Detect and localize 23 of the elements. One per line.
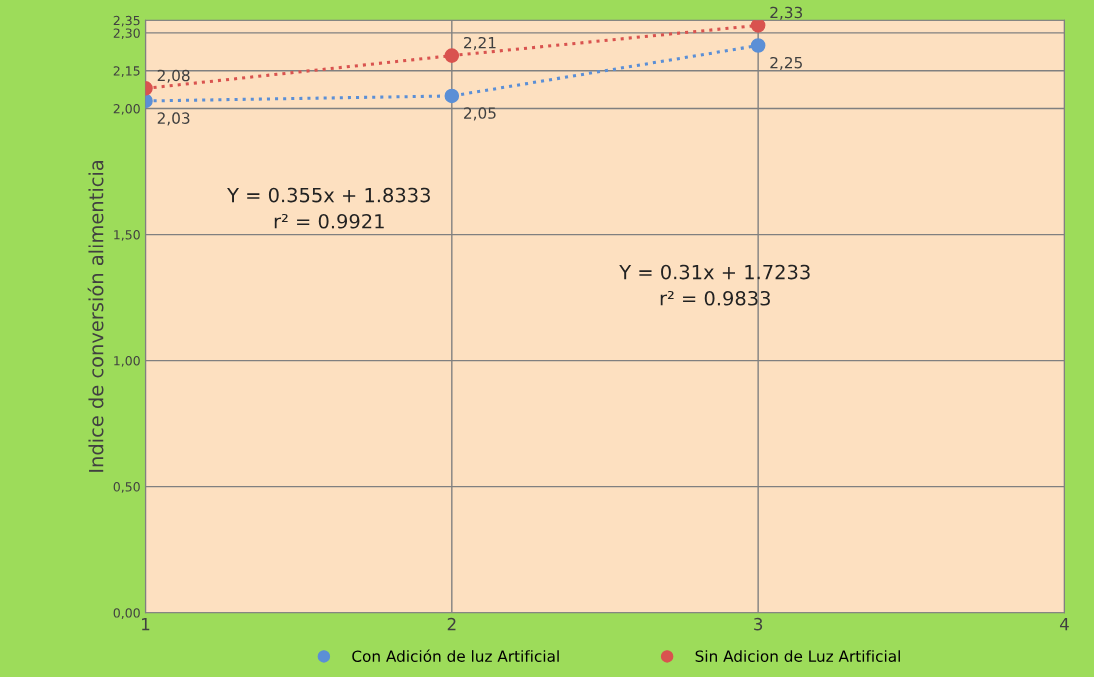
x-tick-label: 3 [754,617,763,631]
legend-label: Sin Adicion de Luz Artificial [695,650,900,662]
y-tick-label: 0,50 [113,482,140,493]
y-tick-label: 2,35 [113,15,140,27]
y-tick-label: 2,15 [113,66,140,77]
data-label: 2,25 [770,56,802,71]
y-tick-label: 0,00 [113,608,140,619]
annotation: Y = 0.31x + 1.7233 r² = 0.9833 [619,264,810,306]
x-tick-label: 4 [1059,618,1069,631]
legend-label: Con Adición de luz Artificial [352,649,559,662]
data-label: 2,21 [464,36,496,51]
x-tick-label: 1 [142,618,150,631]
y-tick-label: 1,00 [114,356,140,367]
y-tick-label: 1,50 [114,230,140,241]
data-label: 2,08 [157,69,190,83]
x-tick-label: 2 [447,617,456,631]
y-tick-label: 2,30 [113,28,140,40]
annotation: Y = 0.355x + 1.8333 r² = 0.9921 [227,187,430,229]
data-label: 2,33 [770,6,803,20]
data-label: 2,05 [464,107,496,121]
y-tick-label: 2,00 [113,104,140,115]
data-label: 2,03 [157,112,190,126]
y-axis-title: Indice de conversión alimenticia [87,161,104,472]
